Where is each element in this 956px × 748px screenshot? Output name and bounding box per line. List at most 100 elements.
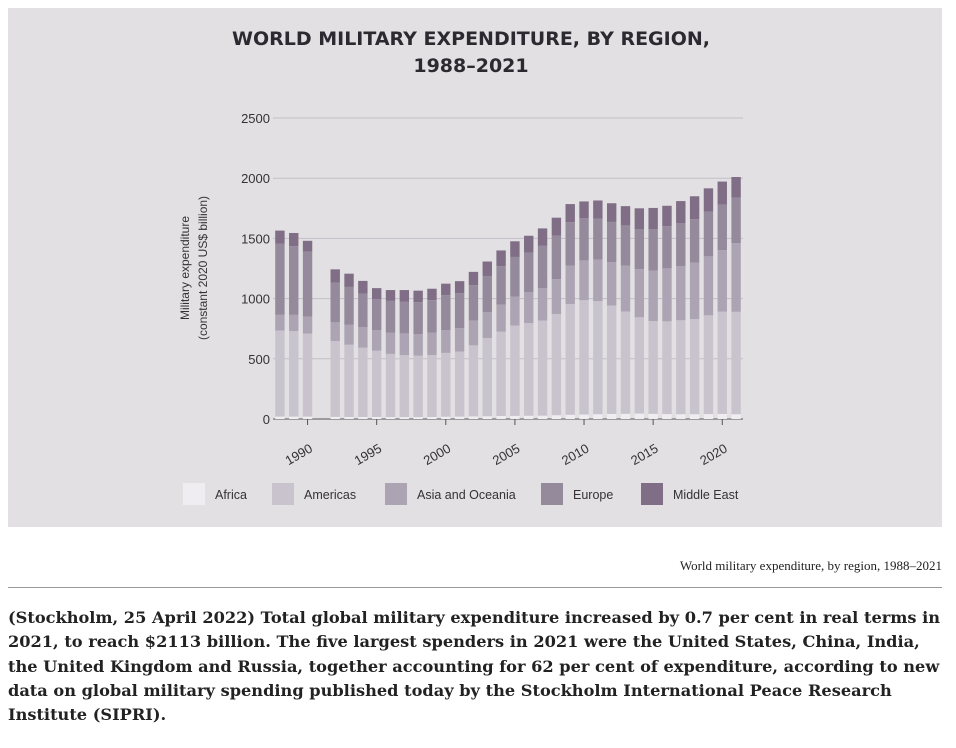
bar-segment xyxy=(454,351,465,417)
y-tick-label: 2500 xyxy=(241,111,270,126)
bar-segment xyxy=(676,266,686,321)
bar-segment xyxy=(634,229,645,270)
bar-segment xyxy=(689,414,700,419)
bar-segment xyxy=(565,204,575,223)
x-tick-label: 2000 xyxy=(421,441,454,468)
legend-label: Asia and Oceania xyxy=(417,488,516,502)
y-tick-label: 2000 xyxy=(241,171,270,186)
bar-segment xyxy=(482,312,492,338)
bar-segment xyxy=(703,315,714,415)
bar-segment xyxy=(510,325,520,416)
bar-segment xyxy=(344,286,354,325)
bar-segment xyxy=(689,262,700,320)
bar-segment xyxy=(689,319,700,415)
bar-segment xyxy=(703,188,714,212)
bar-segment xyxy=(358,347,368,417)
bar-segment xyxy=(606,413,617,419)
bar-segment xyxy=(717,181,727,205)
x-tick-label: 2005 xyxy=(490,441,523,468)
bar-segment xyxy=(524,415,534,419)
bar-segment xyxy=(731,243,741,312)
x-tick-label: 1990 xyxy=(283,441,316,468)
figure-caption: World military expenditure, by region, 1… xyxy=(679,558,942,573)
bar-segment xyxy=(371,416,382,419)
bar-segment xyxy=(427,416,437,419)
bar-segment xyxy=(662,414,672,419)
bar-segment xyxy=(441,283,451,296)
bar-segment xyxy=(496,331,506,416)
bar-segment xyxy=(482,337,492,417)
bar-segment xyxy=(302,333,313,417)
bar-segment xyxy=(620,206,631,226)
bar-segment xyxy=(731,311,741,415)
bar-segment xyxy=(399,333,410,356)
chart-title-line-1: WORLD MILITARY EXPENDITURE, BY REGION, xyxy=(231,28,710,50)
bar-segment xyxy=(413,290,423,303)
bar-segment xyxy=(496,415,506,419)
bar-segment xyxy=(427,332,437,355)
bar-segment xyxy=(289,246,299,315)
legend-label: Americas xyxy=(304,488,356,502)
legend-label: Africa xyxy=(215,488,247,502)
bar-segment xyxy=(358,293,368,328)
bar-segment xyxy=(717,311,727,414)
bar-segment xyxy=(579,300,589,415)
bar-segment xyxy=(496,304,506,332)
bar-segment xyxy=(565,265,575,305)
bar-segment xyxy=(275,314,285,331)
bar-segment xyxy=(330,282,340,323)
legend-swatch xyxy=(641,483,663,505)
bar-segment xyxy=(468,285,479,321)
bar-segment xyxy=(371,298,382,331)
y-tick-label: 1500 xyxy=(241,231,270,246)
bar-segment xyxy=(468,345,479,417)
bar-segment xyxy=(330,269,340,283)
bar-segment xyxy=(537,228,548,246)
bar-segment xyxy=(662,205,672,227)
bar-segment xyxy=(399,290,410,302)
bar-segment xyxy=(289,314,299,332)
bar-segment xyxy=(620,311,631,414)
y-tick-label: 0 xyxy=(263,412,270,427)
bar-segment xyxy=(275,330,285,417)
bar-segment xyxy=(468,271,479,286)
bar-segment xyxy=(689,219,700,263)
bar-segment xyxy=(413,417,423,419)
bar-segment xyxy=(703,256,714,316)
y-axis-label-units: (constant 2020 US$ billion) xyxy=(196,196,210,340)
bar-segment xyxy=(717,250,727,312)
bar-segment xyxy=(634,269,645,318)
bar-segment xyxy=(717,413,727,419)
bar-segment xyxy=(441,416,451,419)
bar-segment xyxy=(648,207,658,230)
bar-segment xyxy=(302,416,313,419)
bar-segment xyxy=(620,225,631,266)
bar-segment xyxy=(275,416,285,419)
bar-segment xyxy=(385,353,396,418)
bar-segment xyxy=(510,296,520,326)
bar-segment xyxy=(344,416,354,419)
bar-segment xyxy=(606,305,617,414)
legend-swatch xyxy=(272,483,294,505)
bar-segment xyxy=(524,252,534,293)
bar-segment xyxy=(593,200,603,219)
bar-segment xyxy=(537,245,548,289)
bar-segment xyxy=(454,328,465,352)
chart-plot: 0 500 1000 1500 2000 2500 1990 1995 2000 2005 2010… xyxy=(178,111,743,505)
bar-segment xyxy=(606,203,617,222)
bar-segment xyxy=(648,413,658,419)
bar-segment xyxy=(731,176,741,198)
bar-segment xyxy=(648,270,658,322)
bar-segment xyxy=(413,333,423,356)
bar-segment xyxy=(427,354,437,417)
bar-segment xyxy=(648,321,658,414)
bar-segment xyxy=(703,211,714,257)
bar-segment xyxy=(275,243,285,315)
bar-segment xyxy=(385,290,396,301)
bar-segment xyxy=(620,265,631,312)
bar-segment xyxy=(676,223,686,267)
bar-segment xyxy=(565,414,575,419)
bar-segment xyxy=(731,414,741,419)
bar-segment xyxy=(413,355,423,418)
bar-segment xyxy=(593,301,603,415)
